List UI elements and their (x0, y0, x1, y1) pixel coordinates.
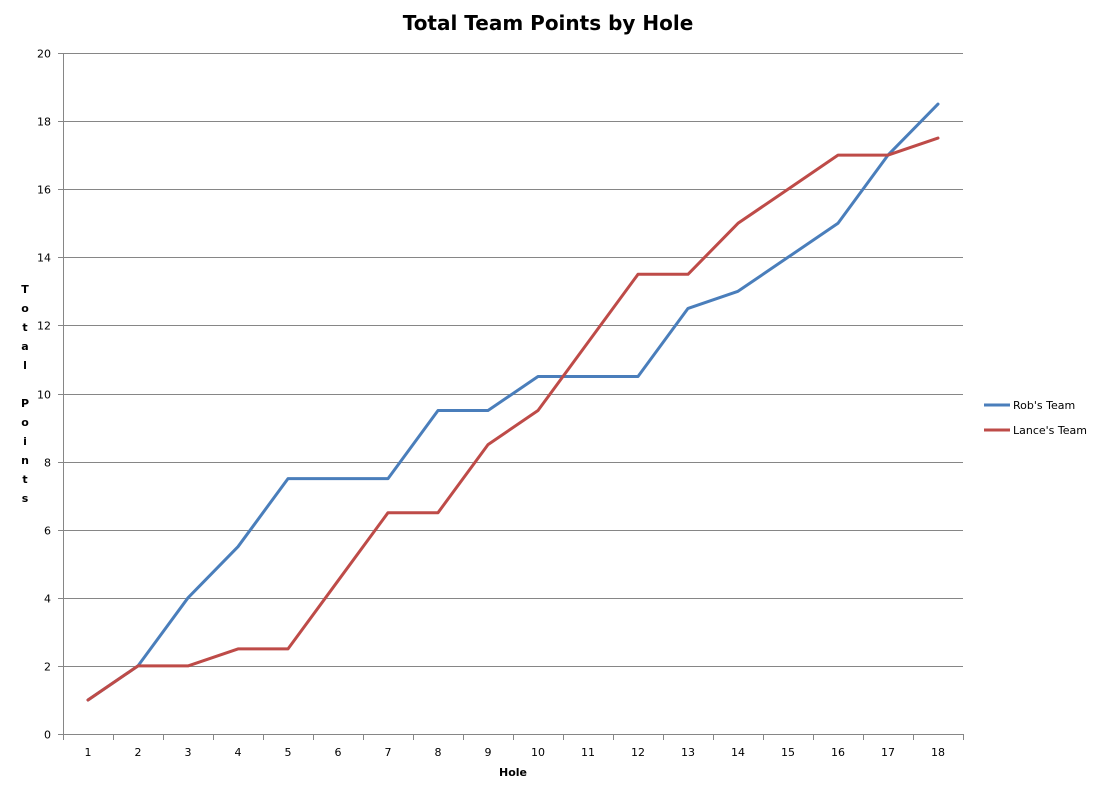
x-tick-label: 8 (435, 746, 442, 759)
x-tick-label: 11 (581, 746, 595, 759)
chart-title: Total Team Points by Hole (403, 11, 694, 35)
y-tick-label: 18 (37, 116, 51, 129)
y-tick-label: 8 (44, 457, 51, 470)
x-tick-label: 1 (85, 746, 92, 759)
y-tick-label: 12 (37, 320, 51, 333)
legend: Rob's Team Lance's Team (984, 399, 1087, 437)
x-tick-label: 3 (185, 746, 192, 759)
y-tick-label: 14 (37, 252, 51, 265)
x-tick-label: 13 (681, 746, 695, 759)
gridlines (63, 53, 963, 667)
x-tick-label: 17 (881, 746, 895, 759)
y-axis-ticks: 0 2 4 6 8 10 12 14 16 18 20 (37, 48, 63, 742)
x-tick-label: 7 (385, 746, 392, 759)
y-tick-label: 4 (44, 593, 51, 606)
legend-item: Lance's Team (984, 424, 1087, 437)
x-tick-label: 14 (731, 746, 745, 759)
y-tick-label: 20 (37, 48, 51, 61)
x-tick-label: 12 (631, 746, 645, 759)
x-tick-label: 16 (831, 746, 845, 759)
y-tick-label: 0 (44, 729, 51, 742)
x-tick-label: 2 (135, 746, 142, 759)
x-tick-label: 6 (335, 746, 342, 759)
x-axis: 1 2 3 4 5 6 7 8 9 10 11 12 13 14 15 16 17 18 (63, 53, 964, 759)
y-tick-label: 16 (37, 184, 51, 197)
x-tick-label: 5 (285, 746, 292, 759)
series-line-lances-team (86, 136, 940, 702)
x-tick-label: 15 (781, 746, 795, 759)
x-tick-label: 18 (931, 746, 945, 759)
x-tick-label: 9 (485, 746, 492, 759)
x-tick-label: 10 (531, 746, 545, 759)
series-lines (86, 102, 940, 702)
legend-label: Lance's Team (1013, 424, 1087, 437)
legend-label: Rob's Team (1013, 399, 1075, 412)
x-tick-label: 4 (235, 746, 242, 759)
y-tick-label: 6 (44, 525, 51, 538)
legend-item: Rob's Team (984, 399, 1075, 412)
series-line-robs-team (86, 102, 940, 702)
x-axis-title: Hole (499, 766, 527, 779)
y-tick-label: 10 (37, 389, 51, 402)
y-tick-label: 2 (44, 661, 51, 674)
